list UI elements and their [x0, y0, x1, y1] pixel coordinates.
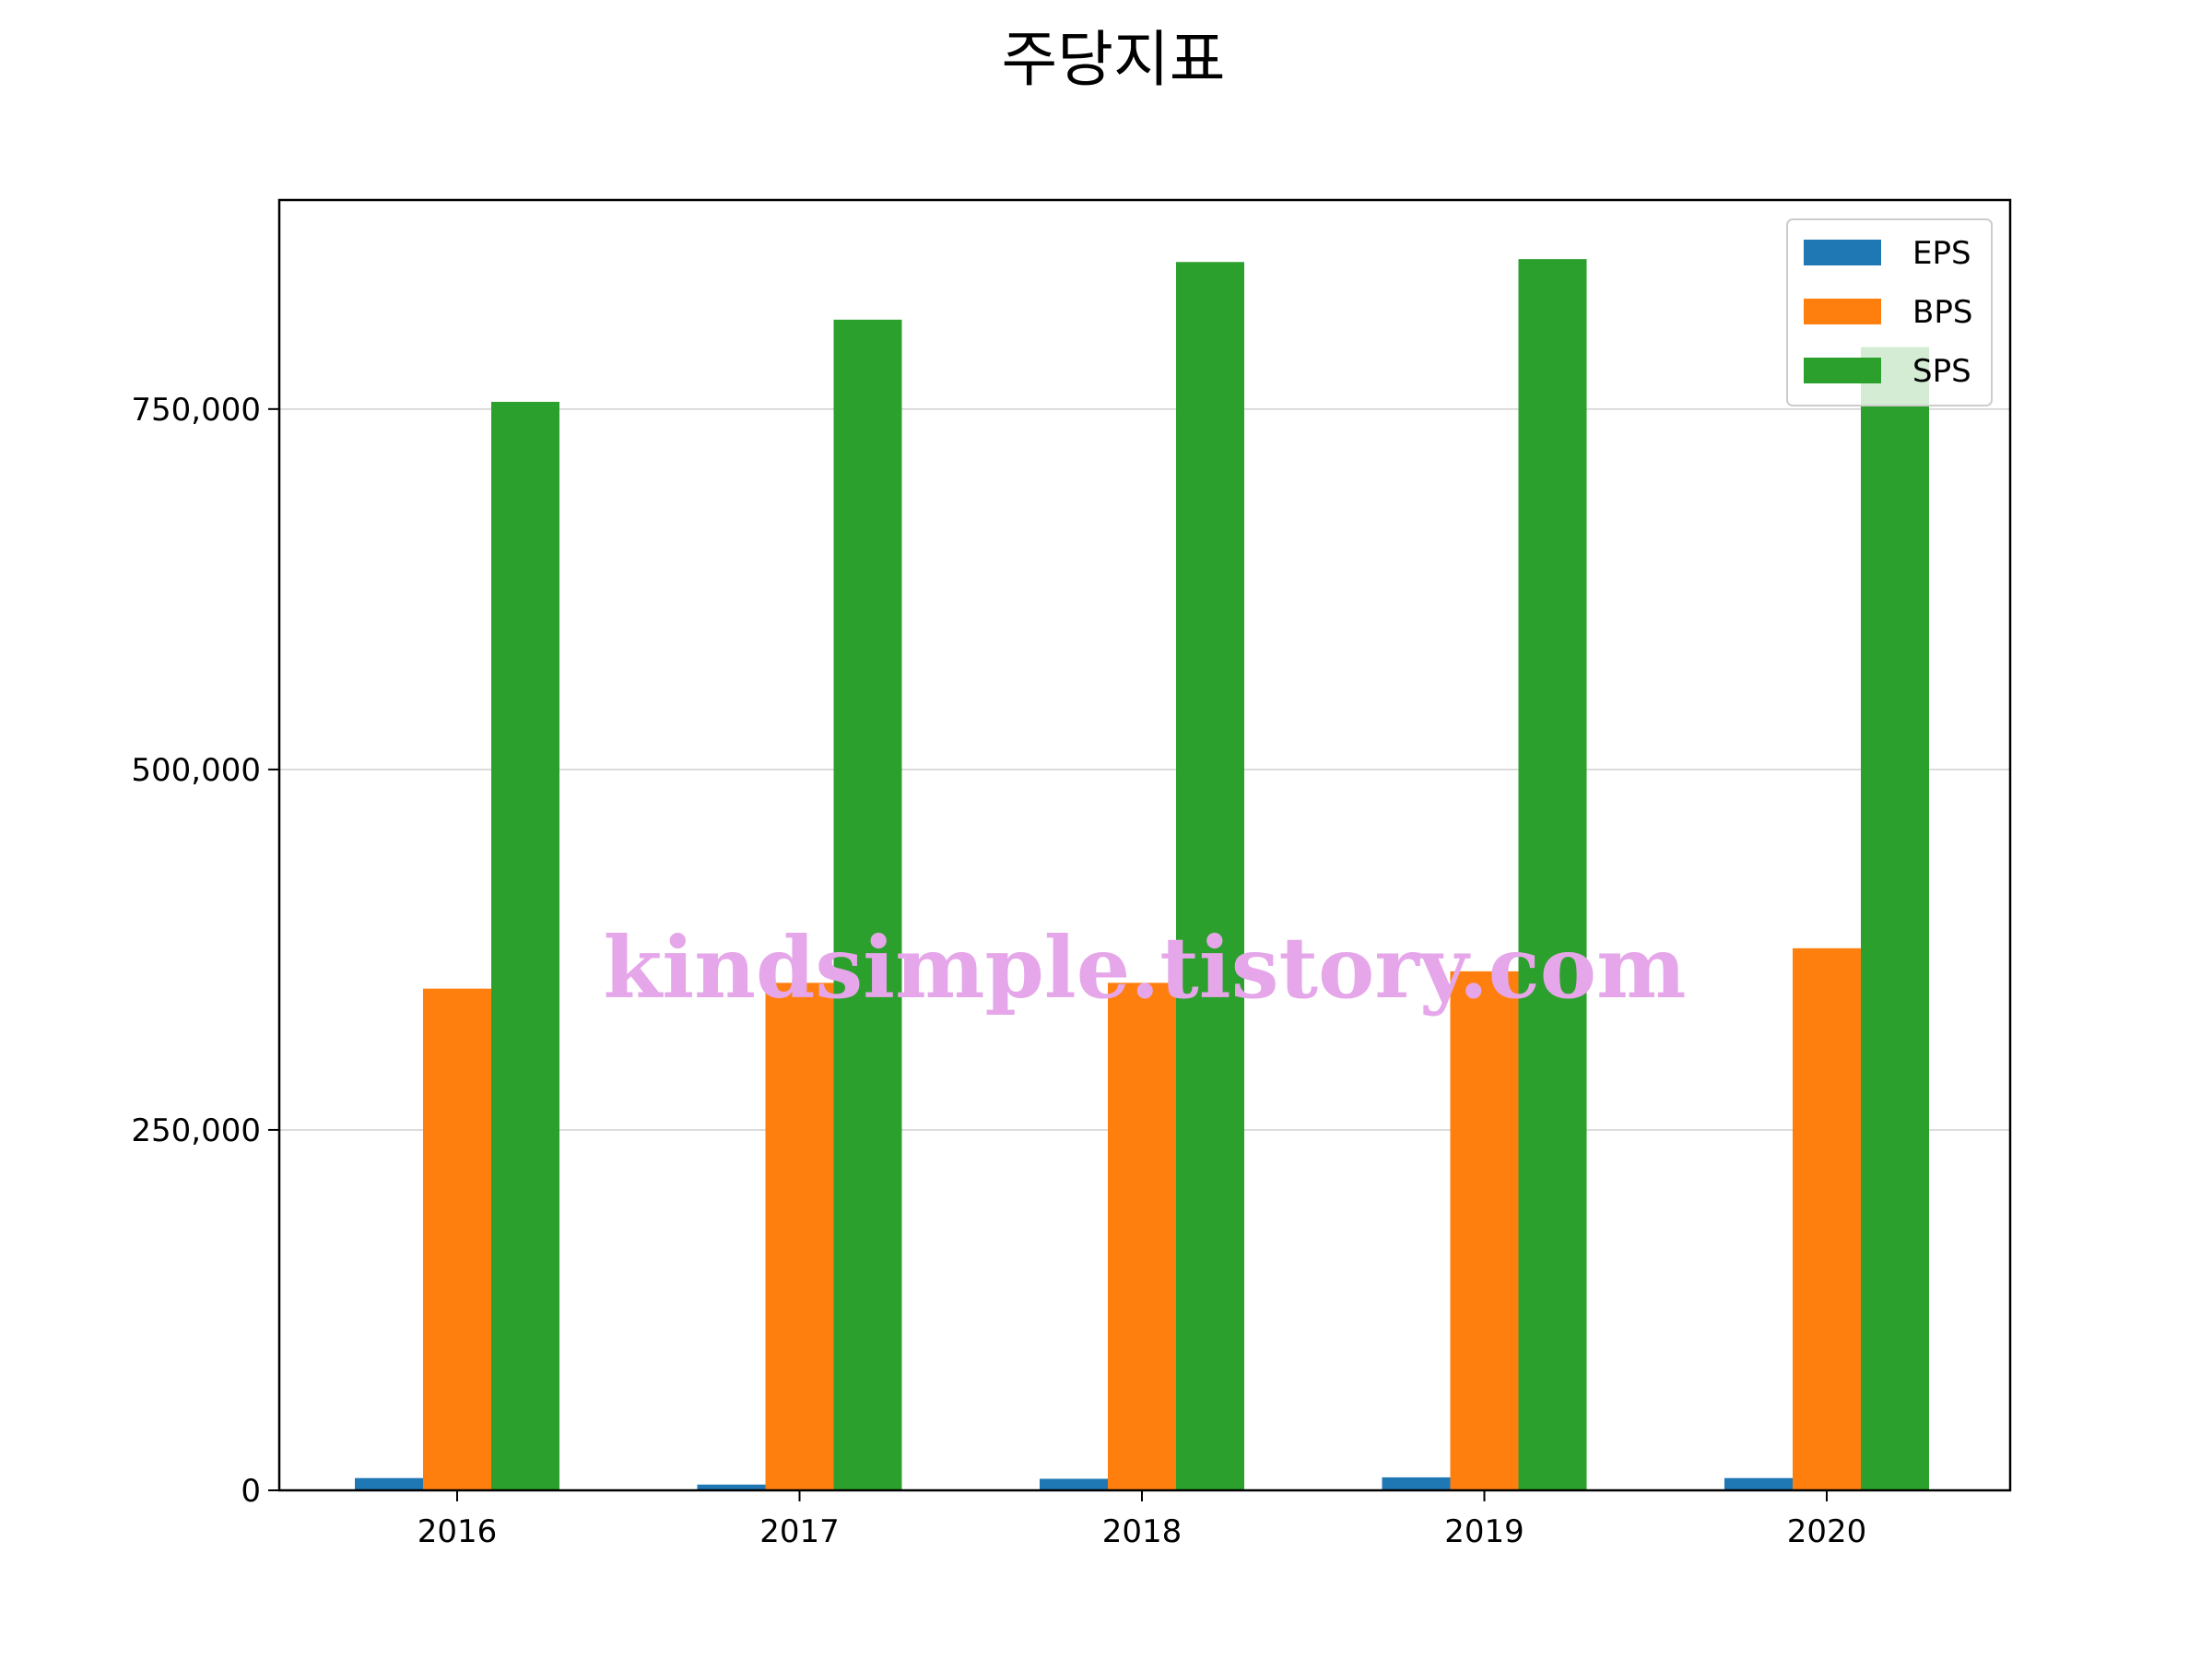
- legend: EPS BPS SPS: [1786, 218, 1993, 406]
- bar-eps-2016: [355, 1477, 423, 1490]
- bar-bps-2019: [1450, 971, 1519, 1490]
- bar-eps-2018: [1040, 1478, 1108, 1490]
- y-tick-label: 500,000: [131, 752, 261, 789]
- y-tick-label: 250,000: [131, 1112, 261, 1149]
- legend-swatch-eps: [1804, 240, 1881, 265]
- chart-title: 주당지표: [1002, 24, 1226, 95]
- bar-sps-2016: [491, 401, 559, 1491]
- bar-sps-2018: [1176, 262, 1244, 1490]
- y-tick-label: 750,000: [131, 392, 261, 429]
- bar-sps-2019: [1518, 259, 1587, 1491]
- bar-eps-2019: [1382, 1477, 1451, 1490]
- y-tick-label: 0: [241, 1473, 261, 1510]
- legend-swatch-bps: [1804, 299, 1881, 324]
- x-tick-label: 2016: [418, 1513, 498, 1550]
- bar-eps-2020: [1724, 1477, 1793, 1490]
- plot-frame: [277, 198, 2012, 1492]
- x-tick-label: 2019: [1444, 1513, 1524, 1550]
- legend-label-sps: SPS: [1912, 353, 1971, 390]
- watermark-text: kindsimple.tistory.com: [603, 918, 1686, 1018]
- legend-label-eps: EPS: [1912, 235, 1971, 272]
- axis-ticks: 0 250,000 500,000 750,000 2016 2017 2018 2019 20…: [131, 392, 1866, 1550]
- x-tick-label: 2020: [1787, 1513, 1867, 1550]
- legend-label-bps: BPS: [1912, 294, 1972, 331]
- bar-sps-2017: [833, 319, 902, 1490]
- legend-swatch-sps: [1804, 358, 1881, 383]
- bar-bps-2017: [765, 982, 834, 1490]
- bar-eps-2017: [697, 1484, 766, 1490]
- bar-bps-2018: [1108, 982, 1176, 1490]
- bar-bps-2020: [1793, 947, 1861, 1490]
- x-tick-label: 2017: [759, 1513, 840, 1550]
- bar-sps-2020: [1861, 347, 1929, 1490]
- x-tick-label: 2018: [1102, 1513, 1182, 1550]
- bar-bps-2016: [423, 988, 491, 1490]
- bars: [355, 259, 1929, 1491]
